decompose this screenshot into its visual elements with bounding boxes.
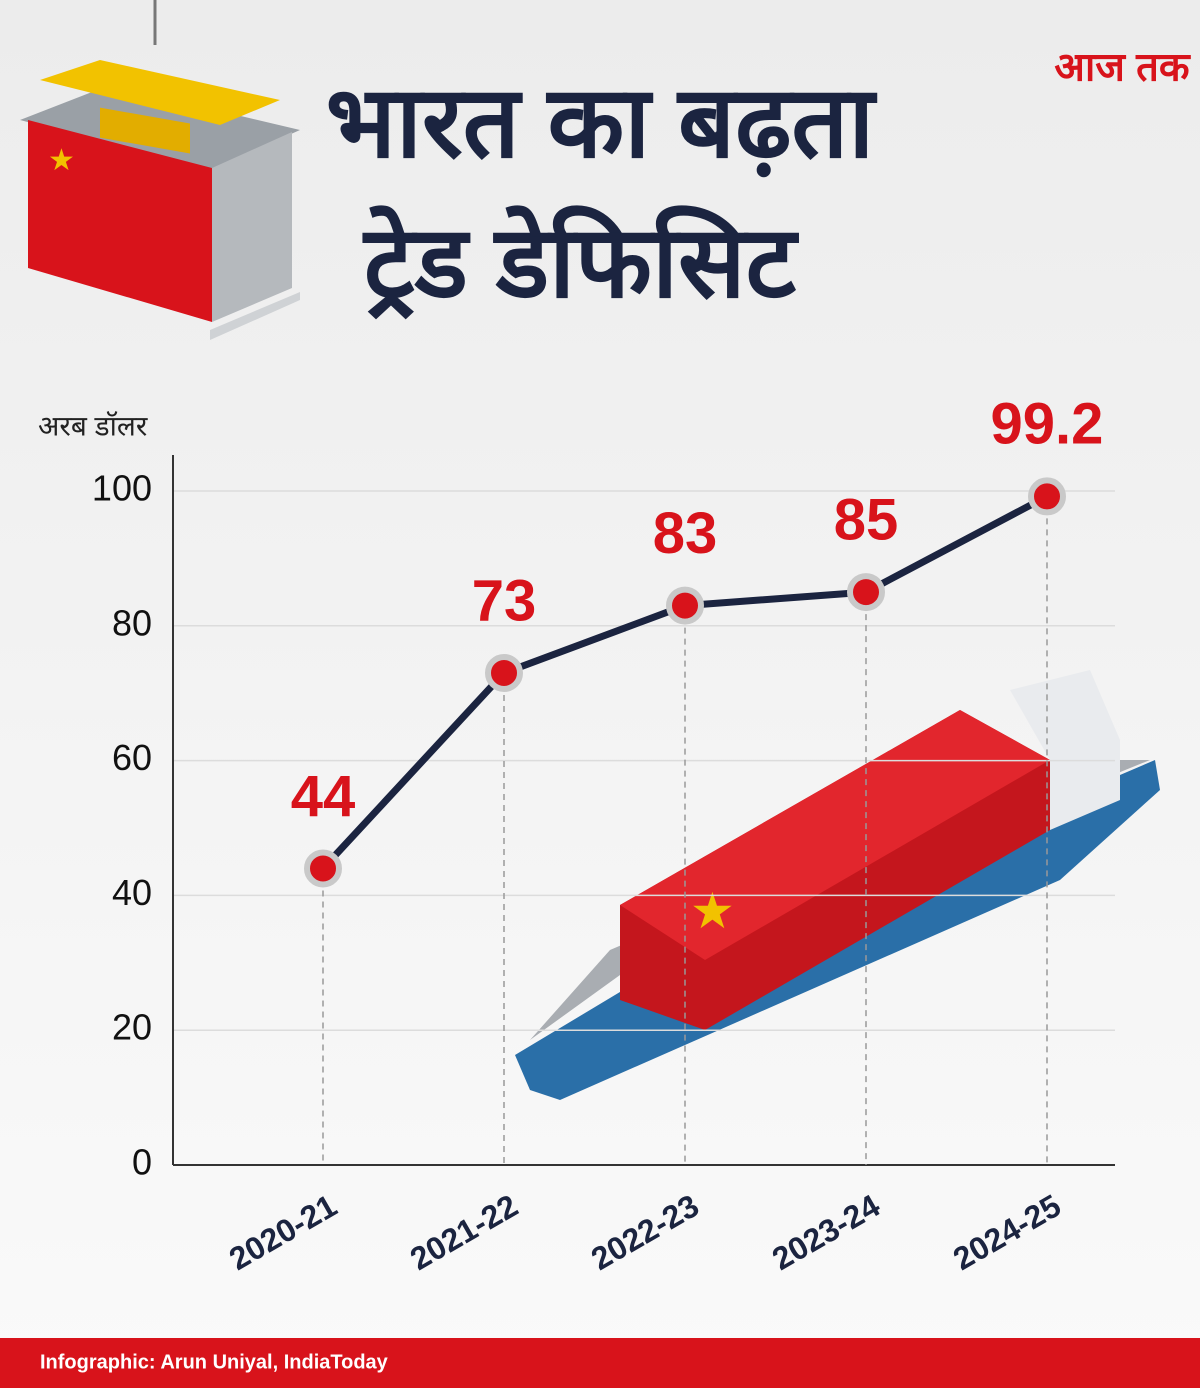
value-label: 44 [291,764,356,829]
logo: आज तक [1054,46,1190,90]
y-tick-label: 100 [92,468,152,509]
value-label: 83 [653,501,718,566]
point [847,573,885,612]
title-line: भारत का बढ़ता [326,66,878,178]
value-label: 73 [472,568,537,633]
point [485,653,523,692]
y-tick-label: 40 [112,872,152,913]
value-label: 85 [834,487,899,552]
svg-text:★: ★ [48,144,75,177]
footer-bar [0,1338,1200,1388]
point [304,849,342,888]
point [666,586,704,625]
value-label: 99.2 [991,392,1104,457]
title-line: ट्रेड डेफिसिट [362,204,800,319]
point [1028,477,1066,516]
source: Infographic: Arun Uniyal, IndiaToday [40,1351,389,1373]
y-tick-label: 60 [112,737,152,778]
container-illustration: ★ [20,0,300,340]
y-axis-label: अरब डॉलर [38,410,148,441]
svg-text:★: ★ [690,883,735,939]
y-tick-label: 0 [132,1142,152,1183]
y-tick-label: 80 [112,602,152,643]
ship-illustration: ★ [515,670,1160,1100]
y-tick-label: 20 [112,1007,152,1048]
